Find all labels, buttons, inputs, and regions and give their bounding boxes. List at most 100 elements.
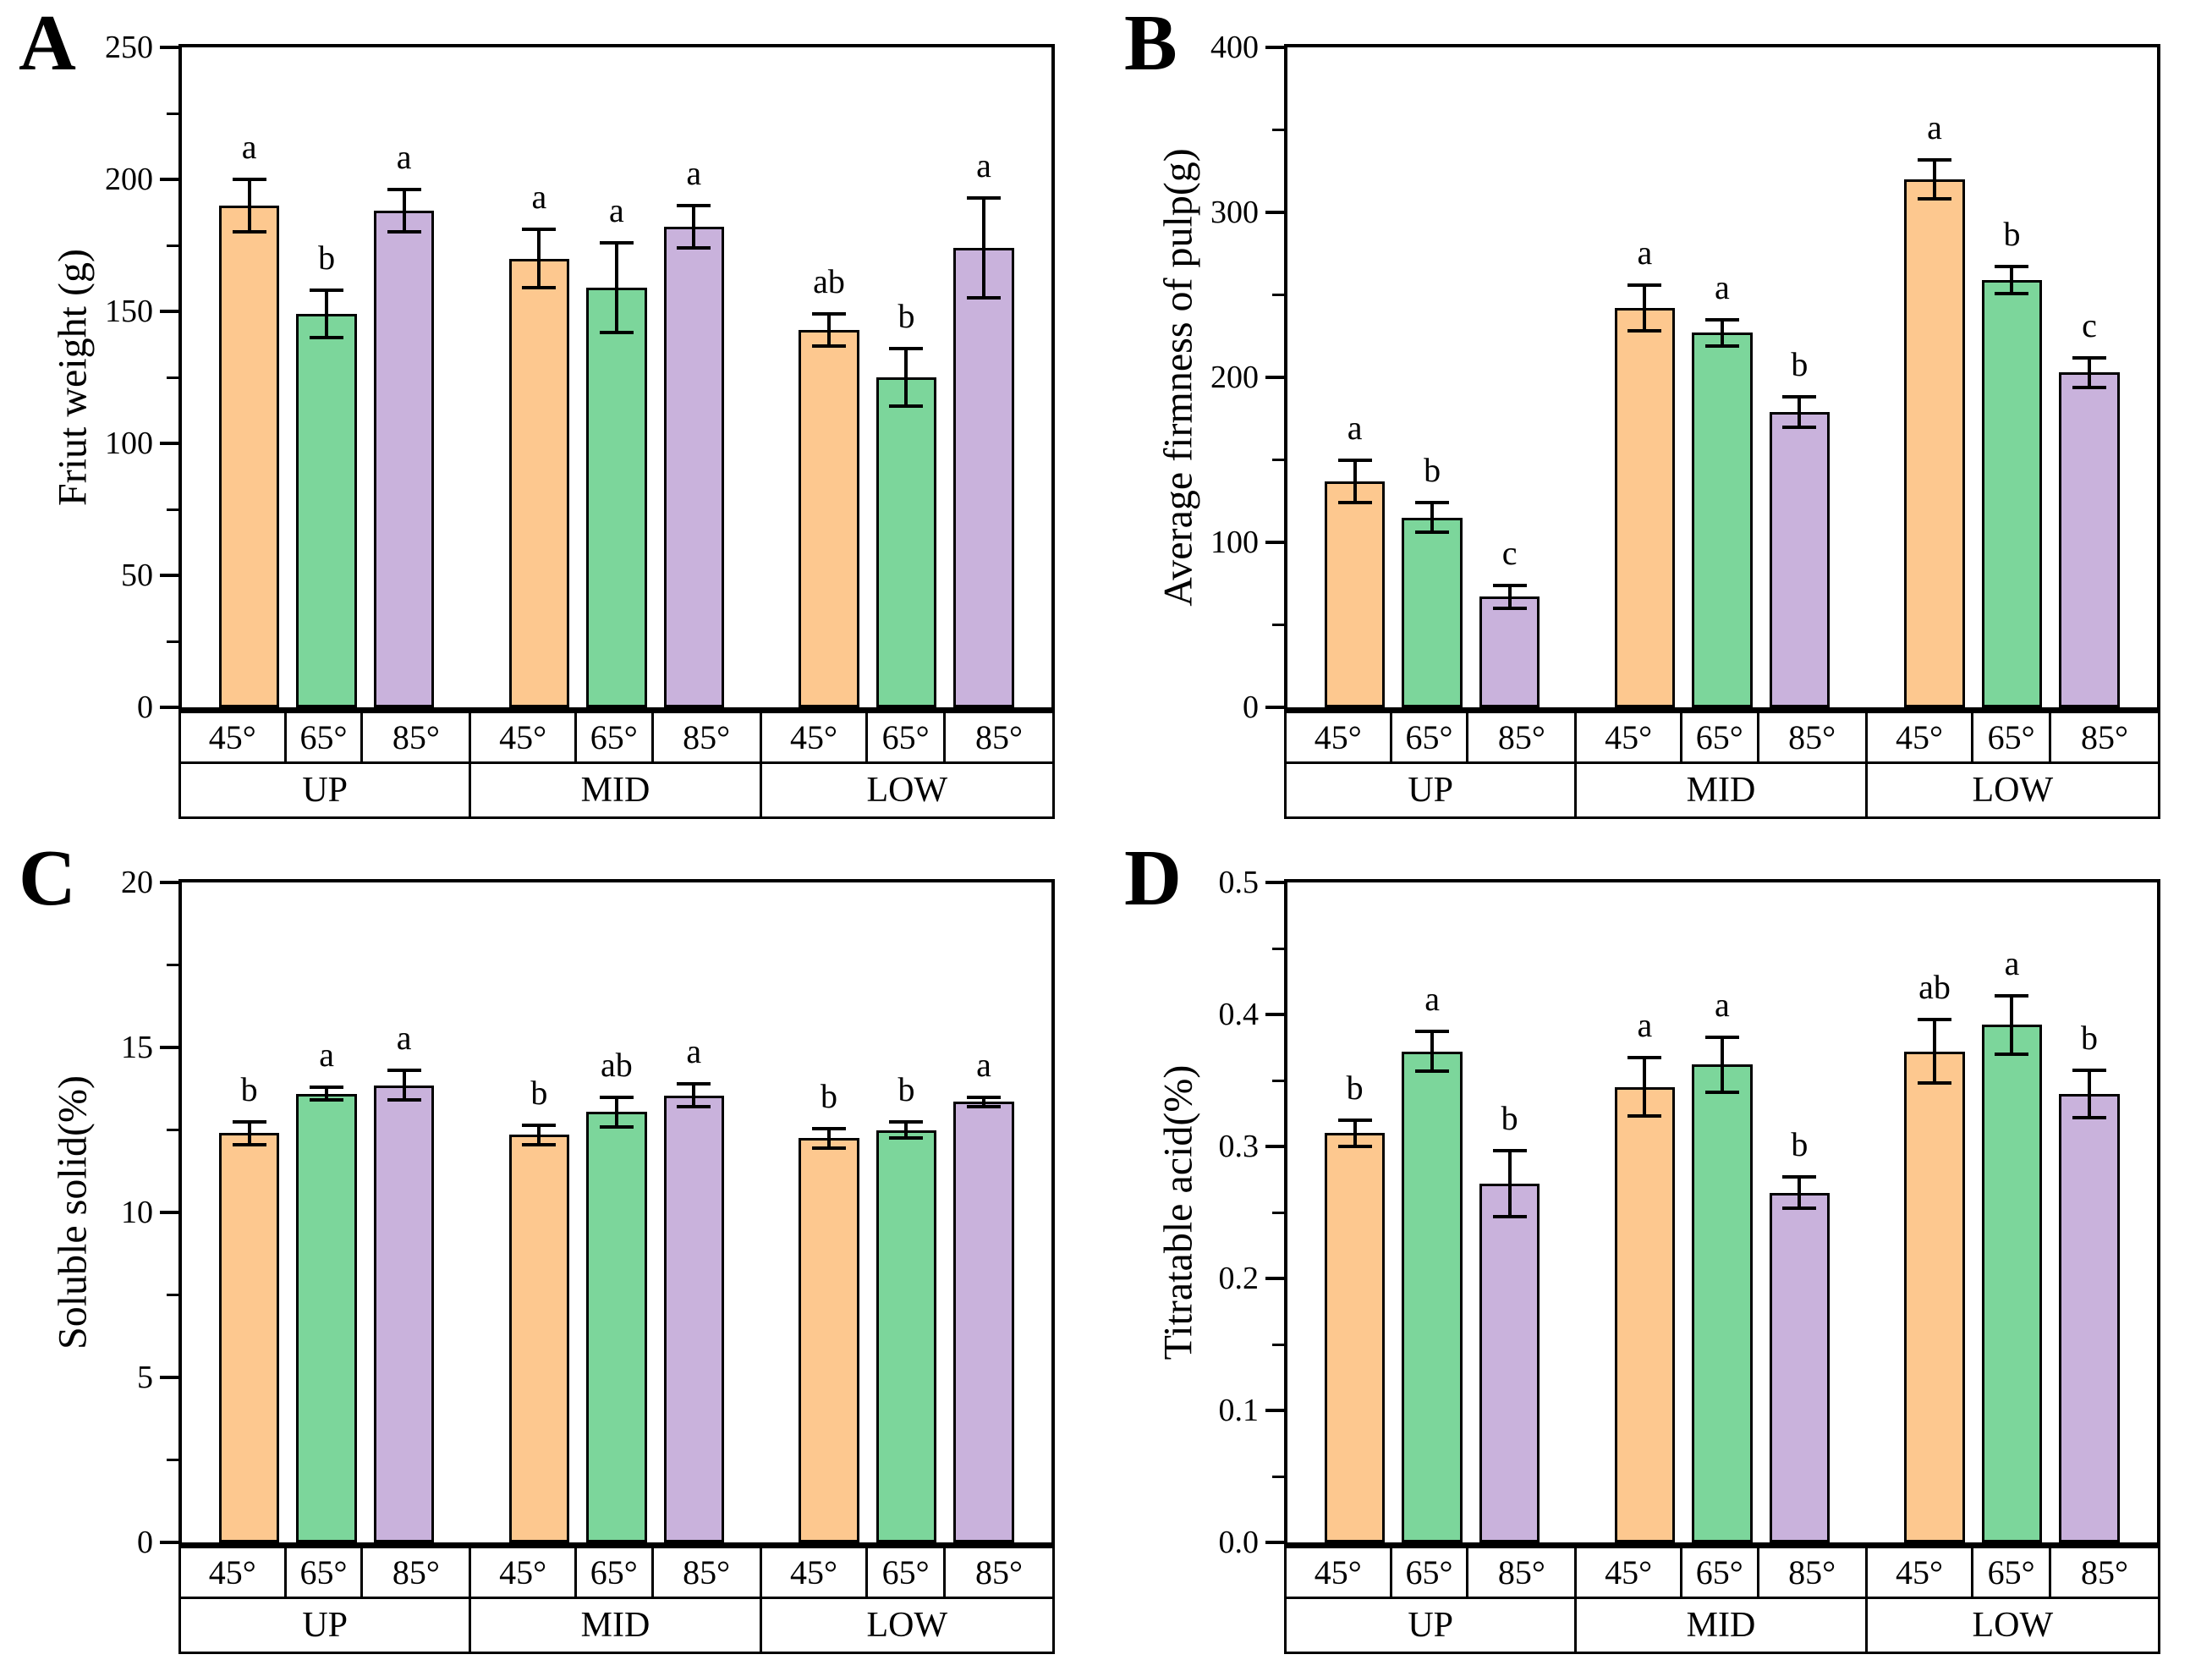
error-bar-cap-bottom (1995, 291, 2029, 295)
x-cell-angle: 85° (1497, 1553, 1545, 1591)
significance-letter: b (1424, 451, 1441, 490)
error-bar-cap-top (599, 240, 634, 245)
x-axis-table-d: 45° 65° 85° 45° 65° 85° 45° 65° 85° UP MID LOW (1284, 1546, 2160, 1654)
y-tick-label: 150 (105, 294, 153, 329)
bar-mid-65deg (586, 287, 647, 707)
significance-letter: ab (813, 262, 845, 301)
error-bar-cap-top (1627, 1056, 1662, 1060)
error-bar-cap-bottom (889, 404, 924, 409)
x-angle-group-low: 45° 65° 85° (762, 713, 1052, 761)
significance-letter: a (1714, 985, 1730, 1024)
x-cell-group-up: UP (1287, 1599, 1578, 1652)
x-angle-group-low: 45° 65° 85° (762, 1548, 1052, 1597)
significance-letter: b (1791, 1124, 1809, 1163)
x-cell-angle: 45° (1577, 1548, 1682, 1597)
x-cell-angle: 45° (1868, 1548, 1974, 1597)
error-bar-cap-top (812, 1126, 846, 1130)
error-bar-cap-top (1492, 1148, 1527, 1152)
error-bar-cap-bottom (599, 1124, 634, 1129)
error-bar (1430, 1031, 1435, 1072)
error-bar-cap-bottom (1627, 329, 1662, 333)
x-cell-angle: 45° (1287, 713, 1392, 761)
plot-box-d: b a b a a b ab a b (1284, 879, 2160, 1546)
bar-mid-65deg (586, 1112, 647, 1542)
significance-letter: b (1501, 1098, 1518, 1137)
y-tick-label: 0.2 (1218, 1261, 1260, 1296)
x-axis-angle-row: 45° 65° 85° 45° 65° 85° 45° 65° 85° (1287, 1548, 2158, 1599)
x-cell-angle: 65° (1682, 713, 1759, 761)
significance-letter: b (897, 1069, 915, 1108)
bar-up-65deg (1402, 517, 1463, 707)
y-tick-label: 200 (1210, 360, 1259, 395)
x-cell-angle: 85° (2080, 718, 2128, 756)
y-axis-title-d: Titratable acid(%) (1155, 1064, 1201, 1360)
y-tick-label: 100 (105, 426, 153, 461)
bar-mid-45deg (1614, 1086, 1676, 1542)
error-bar-cap-top (1918, 1018, 1951, 1022)
bar-low-45deg (1904, 1051, 1965, 1542)
error-bar-cap-top (1782, 395, 1817, 399)
y-axis-minor-tick (167, 1459, 178, 1461)
significance-letter: a (1347, 408, 1363, 447)
significance-letter: b (240, 1069, 258, 1108)
y-tick-label: 100 (1210, 525, 1259, 560)
x-angle-group-low: 45° 65° 85° (1868, 713, 2158, 761)
x-cell-angle: 65° (577, 713, 654, 761)
bar-low-85deg (2059, 1093, 2120, 1542)
error-bar-cap-bottom (310, 336, 344, 340)
error-bar (1933, 1020, 1936, 1084)
x-axis-group-row: UP MID LOW (1287, 1599, 2158, 1652)
y-tick-label: 250 (105, 30, 153, 65)
error-bar (1643, 1058, 1647, 1117)
y-axis-major-tick (160, 1211, 178, 1214)
x-cell-angle: 65° (287, 713, 364, 761)
x-cell-angle: 85° (683, 718, 731, 756)
y-axis-minor-tick (167, 964, 178, 966)
error-bar (402, 1070, 406, 1101)
error-bar-cap-bottom (966, 296, 1001, 300)
error-bar (1720, 319, 1724, 346)
error-bar-cap-bottom (1415, 530, 1450, 535)
error-bar-cap-bottom (1995, 1052, 2029, 1056)
error-bar (1353, 1119, 1357, 1146)
panel-letter-d: D (1124, 834, 1182, 922)
y-axis-minor-tick (1272, 294, 1284, 296)
x-cell-angle: 85° (1788, 1553, 1836, 1591)
x-cell-angle: 65° (1392, 1548, 1469, 1597)
error-bar-cap-top (522, 1123, 557, 1127)
error-bar-cap-bottom (2072, 385, 2106, 389)
y-axis-major-tick (1265, 541, 1284, 544)
x-cell-group-low: LOW (1972, 1606, 2054, 1645)
significance-letter: b (897, 296, 915, 335)
x-cell-angle: 45° (181, 713, 287, 761)
error-bar-cap-top (1704, 317, 1739, 322)
error-bar-cap-bottom (387, 1098, 421, 1102)
bar-low-65deg (1981, 1025, 2043, 1542)
x-cell-angle: 65° (1392, 713, 1469, 761)
error-bar (1353, 459, 1357, 503)
error-bar (2010, 267, 2014, 294)
significance-letter: a (1637, 1006, 1653, 1045)
error-bar-cap-bottom (522, 1143, 557, 1147)
y-tick-label: 50 (121, 558, 153, 593)
error-bar (2087, 357, 2091, 388)
panel-letter-b: B (1124, 0, 1177, 87)
x-axis-angle-row: 45° 65° 85° 45° 65° 85° 45° 65° 85° (181, 1548, 1052, 1599)
error-bar-cap-bottom (1918, 1081, 1951, 1086)
error-bar (1507, 585, 1512, 608)
y-axis-minor-tick (167, 244, 178, 247)
x-axis-group-row: UP MID LOW (181, 764, 1052, 816)
y-axis-major-tick (160, 310, 178, 313)
x-cell-angle: 45° (471, 1548, 577, 1597)
error-bar (325, 1086, 329, 1101)
significance-letter: a (686, 154, 702, 193)
significance-letter: b (821, 1076, 837, 1115)
plot-box-c: b a a b ab a b b a (178, 879, 1055, 1546)
error-bar-cap-bottom (1492, 607, 1527, 610)
error-bar (1430, 503, 1435, 533)
bar-up-65deg (296, 1093, 357, 1542)
x-axis-group-row: UP MID LOW (1287, 764, 2158, 816)
bar-low-85deg (953, 1102, 1014, 1542)
error-bar-cap-top (1782, 1174, 1817, 1179)
x-cell-angle: 85° (1788, 718, 1836, 756)
